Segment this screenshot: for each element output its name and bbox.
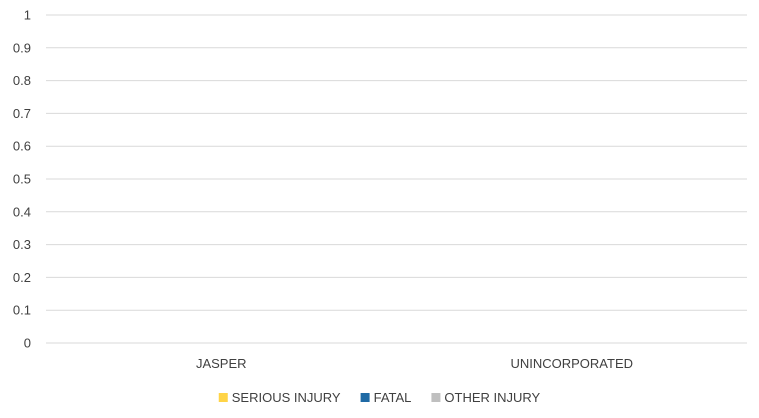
legend-swatch [218, 393, 228, 402]
x-axis-ticks: JASPER UNINCORPORATED [196, 356, 633, 371]
y-tick-label: 0.3 [13, 237, 31, 252]
y-tick-label: 0.1 [13, 303, 31, 318]
legend-label: OTHER INJURY [444, 390, 540, 405]
y-tick-label: 1 [24, 8, 31, 23]
legend-item: OTHER INJURY [431, 390, 541, 405]
y-axis-ticks: 0 0.1 0.2 0.3 0.4 0.5 0.6 0.7 0.8 0.9 1 [13, 8, 31, 351]
x-tick-label: UNINCORPORATED [510, 356, 633, 371]
legend-label: FATAL [374, 390, 412, 405]
y-tick-label: 0.5 [13, 172, 31, 187]
y-tick-label: 0.8 [13, 73, 31, 88]
legend-swatch [360, 393, 370, 402]
gridlines [46, 14, 747, 344]
legend-label: SERIOUS INJURY [232, 390, 341, 405]
legend-swatch [431, 393, 441, 402]
y-tick-label: 0.6 [13, 139, 31, 154]
legend-item: SERIOUS INJURY [218, 390, 341, 405]
x-tick-label: JASPER [196, 356, 247, 371]
y-tick-label: 0.7 [13, 106, 31, 121]
legend: SERIOUS INJURY FATAL OTHER INJURY [218, 390, 541, 405]
y-tick-label: 0 [24, 336, 31, 351]
y-tick-label: 0.4 [13, 204, 31, 219]
y-tick-label: 0.2 [13, 270, 31, 285]
y-tick-label: 0.9 [13, 40, 31, 55]
legend-item: FATAL [360, 390, 412, 405]
